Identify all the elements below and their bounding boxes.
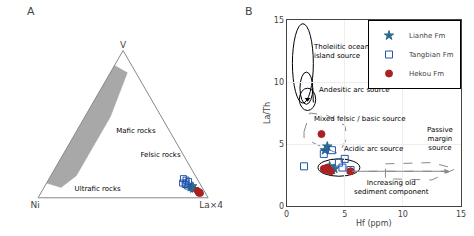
svg-text:5: 5	[279, 140, 284, 149]
svg-text:Mafic rocks: Mafic rocks	[116, 127, 156, 135]
svg-text:0: 0	[284, 210, 289, 219]
svg-text:10: 10	[398, 210, 408, 219]
svg-text:A: A	[27, 5, 35, 18]
svg-text:Felsic rocks: Felsic rocks	[140, 151, 180, 159]
svg-text:V: V	[120, 40, 127, 50]
svg-text:Andesitic arc source: Andesitic arc source	[319, 86, 390, 94]
svg-text:Ni: Ni	[30, 200, 39, 210]
svg-text:Increasing oldsediment compone: Increasing oldsediment component	[354, 179, 429, 196]
svg-text:Hf (ppm): Hf (ppm)	[356, 219, 392, 228]
svg-text:Mixed felsic / basic source: Mixed felsic / basic source	[314, 115, 406, 123]
svg-text:B: B	[245, 5, 253, 18]
svg-text:Lianhe Fm: Lianhe Fm	[409, 32, 446, 40]
svg-text:15: 15	[274, 16, 284, 25]
svg-text:La/Th: La/Th	[263, 102, 272, 124]
svg-text:15: 15	[456, 210, 466, 219]
svg-text:La×4: La×4	[199, 200, 223, 210]
svg-text:Hekou Fm: Hekou Fm	[409, 70, 444, 78]
svg-text:10: 10	[274, 78, 284, 87]
svg-text:Ultrafic rocks: Ultrafic rocks	[75, 185, 121, 193]
svg-text:Tangbian Fm: Tangbian Fm	[408, 51, 454, 59]
svg-text:5: 5	[342, 210, 347, 219]
svg-text:Passivemarginsource: Passivemarginsource	[427, 126, 453, 152]
svg-text:0: 0	[279, 202, 284, 211]
svg-text:Tholeiitic oceanisland source: Tholeiitic oceanisland source	[313, 43, 369, 60]
svg-text:Acidic arc source: Acidic arc source	[344, 145, 403, 153]
